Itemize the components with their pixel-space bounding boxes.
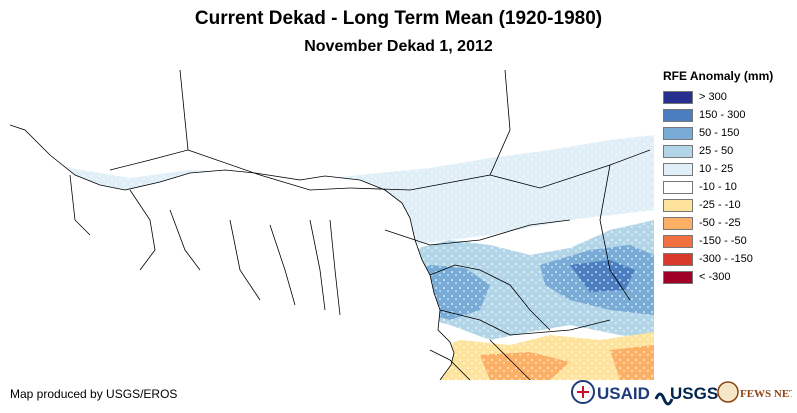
agency-logos: USAID USGS FEWS NET: [570, 377, 792, 407]
legend-row: 10 - 25: [663, 160, 793, 178]
legend-row: 25 - 50: [663, 142, 793, 160]
legend-swatch: [663, 90, 693, 104]
legend-row: 50 - 150: [663, 124, 793, 142]
legend-swatch: [663, 126, 693, 140]
map-legend: RFE Anomaly (mm) > 300 150 - 300 50 - 150 2…: [663, 69, 793, 286]
country-boundaries: [69, 69, 651, 381]
legend-swatch: [663, 198, 693, 212]
credit-text: Map produced by USGS/EROS: [10, 387, 178, 401]
legend-title: RFE Anomaly (mm): [663, 69, 774, 83]
legend-swatch: [663, 162, 693, 176]
legend-swatch: [663, 270, 693, 284]
legend-swatch: [663, 144, 693, 158]
legend-swatch: [663, 180, 693, 194]
legend-label: -50 - -25: [699, 217, 741, 229]
legend-row: < -300: [663, 268, 793, 286]
legend-row: -10 - 10: [663, 178, 793, 196]
legend-row: -300 - -150: [663, 250, 793, 268]
legend-label: > 300: [699, 91, 727, 103]
anomaly-map: [9, 69, 654, 381]
legend-label: 50 - 150: [699, 127, 740, 139]
legend-label: -10 - 10: [699, 181, 737, 193]
legend-label: < -300: [699, 271, 731, 283]
fews-globe-icon: [717, 381, 739, 403]
legend-label: -150 - -50: [699, 235, 747, 247]
legend-row: -50 - -25: [663, 214, 793, 232]
legend-row: 150 - 300: [663, 106, 793, 124]
legend-label: -300 - -150: [699, 253, 753, 265]
map-title: Current Dekad - Long Term Mean (1920-198…: [194, 8, 603, 29]
legend-label: 150 - 300: [699, 109, 746, 121]
legend-swatch: [663, 108, 693, 122]
legend-label: 10 - 25: [699, 163, 734, 175]
legend-row: > 300: [663, 88, 793, 106]
legend-row: -150 - -50: [663, 232, 793, 250]
fews-logo: FEWS NET: [740, 388, 792, 400]
legend-swatch: [663, 216, 693, 230]
legend-label: -25 - -10: [699, 199, 741, 211]
coastline: [9, 124, 455, 381]
map-subtitle: November Dekad 1, 2012: [304, 38, 493, 55]
legend-rows: > 300 150 - 300 50 - 150 25 - 50 10 - 25 -10 …: [663, 88, 793, 286]
legend-swatch: [663, 252, 693, 266]
legend-swatch: [663, 234, 693, 248]
usgs-wave-icon: [654, 392, 674, 406]
legend-label: 25 - 50: [699, 145, 734, 157]
usaid-logo: USAID: [597, 384, 650, 403]
usgs-logo: USGS: [670, 384, 718, 403]
legend-row: -25 - -10: [663, 196, 793, 214]
